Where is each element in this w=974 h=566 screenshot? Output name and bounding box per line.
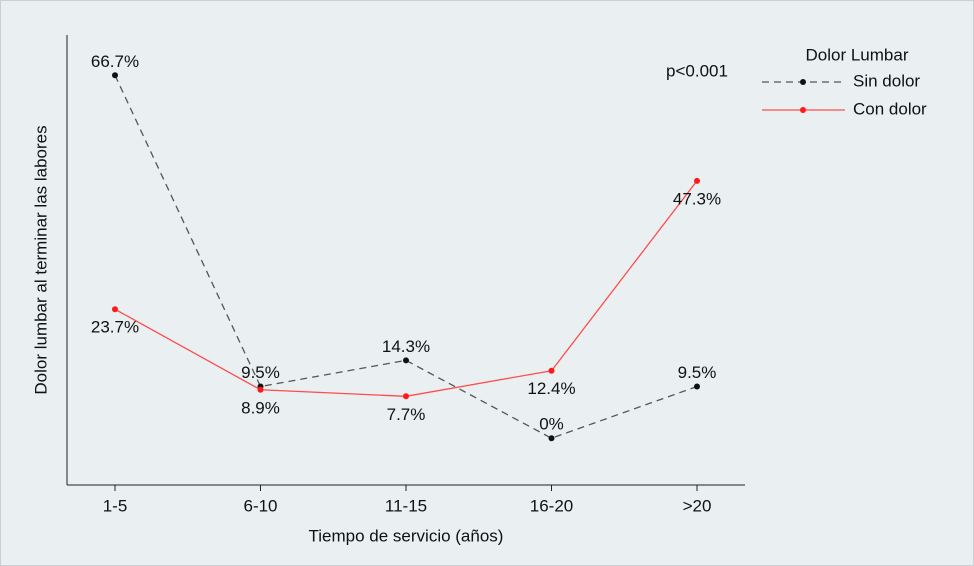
data-label: 9.5%	[241, 363, 280, 382]
series-line	[114, 74, 698, 439]
point	[403, 357, 409, 364]
x-tick-label: >20	[683, 496, 712, 515]
legend-label: Sin dolor	[853, 71, 920, 90]
data-label: 7.7%	[387, 405, 426, 424]
data-label: 8.9%	[241, 398, 280, 417]
legend-title: Dolor Lumbar	[806, 45, 909, 64]
annotation: p<0.001	[666, 61, 728, 80]
y-axis-title: Dolor lumbar al terminar las labores	[31, 125, 50, 394]
x-tick-label: 6-10	[243, 496, 277, 515]
x-tick-label: 1-5	[103, 496, 128, 515]
x-tick-label: 16-20	[530, 496, 573, 515]
data-label: 9.5%	[678, 363, 717, 382]
point	[403, 393, 409, 400]
point	[548, 435, 555, 442]
point	[548, 367, 555, 374]
x-tick-label: 11-15	[385, 496, 427, 515]
x-axis-title: Tiempo de servicio (años)	[309, 526, 504, 545]
legend-label: Con dolor	[853, 99, 927, 118]
point	[694, 383, 700, 390]
point	[694, 177, 700, 184]
data-label: 0%	[539, 415, 564, 434]
data-label: 14.3%	[382, 337, 430, 356]
data-label: 47.3%	[673, 189, 721, 208]
data-label: 66.7%	[91, 52, 139, 71]
legend-point	[800, 79, 806, 85]
point	[257, 386, 264, 393]
data-label: 23.7%	[91, 318, 139, 337]
point	[112, 72, 118, 79]
legend-point	[800, 107, 806, 113]
point	[112, 306, 118, 313]
data-label: 12.4%	[527, 379, 575, 398]
